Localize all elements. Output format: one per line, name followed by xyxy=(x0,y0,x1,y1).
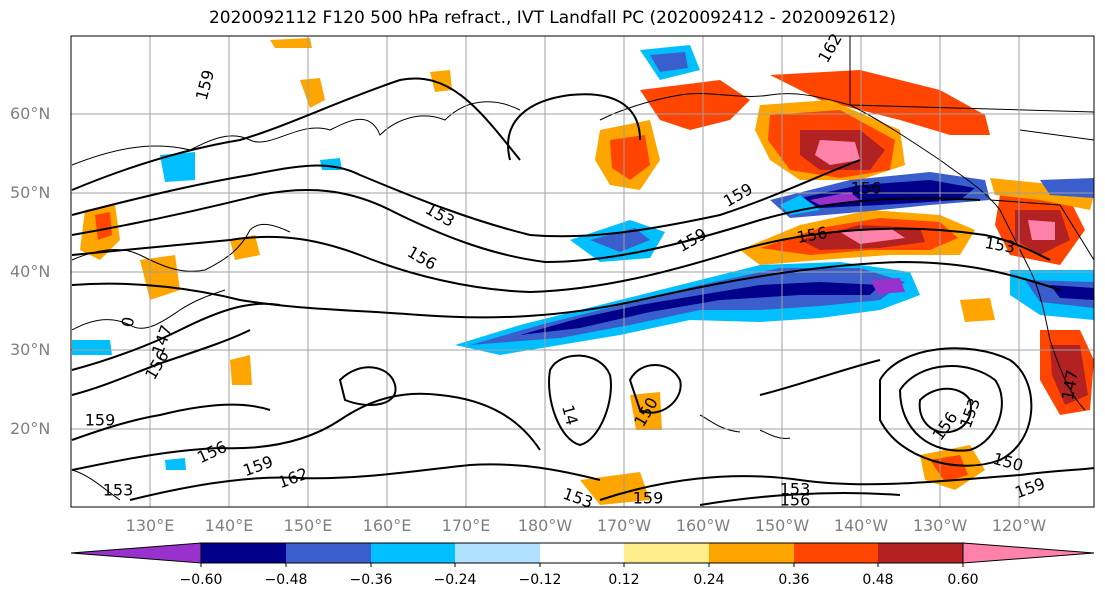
colorbar xyxy=(70,542,1095,567)
colorbar-segment xyxy=(286,543,371,563)
colorbar-tick: 0.48 xyxy=(862,572,894,588)
coastlines xyxy=(71,36,1095,501)
colorbar-tick: 0.36 xyxy=(778,572,810,588)
lon-label-180w: 180°W xyxy=(517,516,573,535)
contour-label: 156 xyxy=(779,490,811,510)
lon-label-160w: 160°W xyxy=(675,516,731,535)
colorbar-tick: −0.48 xyxy=(264,572,308,588)
lat-label-20n: 20°N xyxy=(10,419,51,438)
lon-label-130w: 130°W xyxy=(912,516,968,535)
colorbar-segment xyxy=(794,543,878,563)
colorbar-tick: 0.60 xyxy=(947,572,979,588)
lon-label-130e: 130°E xyxy=(125,516,175,535)
map-title: 2020092112 F120 500 hPa refract., IVT La… xyxy=(208,8,896,28)
colorbar-tick: −0.12 xyxy=(518,572,562,588)
colorbar-tick: 0.12 xyxy=(608,572,640,588)
refractivity-contours xyxy=(71,77,1095,506)
lon-label-160e: 160°E xyxy=(362,516,412,535)
colorbar-segment xyxy=(878,543,963,563)
lat-label-30n: 30°N xyxy=(10,340,51,359)
lon-label-150w: 150°W xyxy=(754,516,810,535)
colorbar-segment xyxy=(455,543,540,563)
colorbar-tick: −0.60 xyxy=(179,572,223,588)
map-frame xyxy=(70,35,1095,508)
lat-label-40n: 40°N xyxy=(10,262,51,281)
colorbar-outline xyxy=(200,542,964,564)
contour-label: 159 xyxy=(632,488,664,508)
colorbar-segment xyxy=(371,543,455,563)
colorbar-segment xyxy=(624,543,709,563)
lon-label-140e: 140°E xyxy=(204,516,254,535)
lon-label-170e: 170°E xyxy=(441,516,491,535)
contour-label: 153 xyxy=(102,480,134,500)
lon-label-140w: 140°W xyxy=(833,516,889,535)
lon-label-150e: 150°E xyxy=(283,516,333,535)
lon-label-170w: 170°W xyxy=(596,516,652,535)
colorbar-tick: −0.24 xyxy=(433,572,477,588)
lon-label-120w: 120°W xyxy=(991,516,1047,535)
lat-label-50n: 50°N xyxy=(10,183,51,202)
colorbar-tick: −0.36 xyxy=(349,572,393,588)
colorbar-tick: 0.24 xyxy=(693,572,725,588)
colorbar-segment xyxy=(540,543,624,563)
colorbar-segment xyxy=(201,543,286,563)
gridlines xyxy=(71,36,1094,507)
colorbar-segment xyxy=(962,542,1095,564)
contour-label: 153 xyxy=(779,479,811,499)
contour-label: 159 xyxy=(84,410,116,430)
colorbar-segment xyxy=(709,543,794,563)
colorbar-segment xyxy=(70,542,202,564)
lat-label-60n: 60°N xyxy=(10,104,51,123)
contour-label: 156 xyxy=(850,178,882,198)
